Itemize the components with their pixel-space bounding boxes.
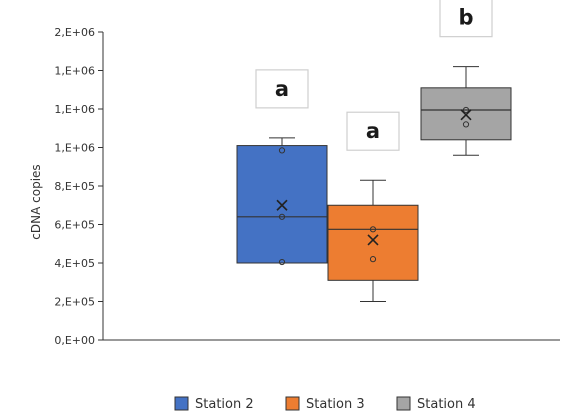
legend: Station 2 Station 3 Station 4 — [175, 397, 476, 412]
group-letter-text: b — [458, 6, 473, 30]
legend-label: Station 4 — [417, 397, 476, 412]
y-axis-label: cDNA copies — [29, 164, 43, 239]
y-tick-label: 1,E+06 — [54, 65, 95, 78]
box-body — [328, 205, 418, 280]
y-tick-label: 6,E+05 — [54, 219, 95, 232]
group-letter: a — [256, 70, 308, 108]
legend-swatch — [286, 397, 299, 410]
legend-item: Station 2 — [175, 397, 254, 412]
legend-label: Station 3 — [306, 397, 365, 412]
y-tick-label: 1,E+06 — [54, 142, 95, 155]
y-tick-label: 1,E+06 — [54, 103, 95, 116]
y-tick-label: 4,E+05 — [54, 257, 95, 270]
legend-item: Station 4 — [397, 397, 476, 412]
y-tick-label: 2,E+05 — [54, 296, 95, 309]
box-station-2 — [237, 138, 327, 265]
legend-swatch — [397, 397, 410, 410]
legend-label: Station 2 — [195, 397, 254, 412]
box-station-4 — [421, 67, 511, 156]
y-tick-label: 0,E+00 — [54, 334, 95, 347]
group-letter-text: a — [366, 119, 380, 143]
group-letter: a — [347, 112, 399, 150]
group-letter: b — [440, 0, 492, 37]
y-tick-label: 8,E+05 — [54, 180, 95, 193]
box-station-3 — [328, 180, 418, 301]
y-tick-label: 2,E+06 — [54, 26, 95, 39]
group-letter-text: a — [275, 77, 289, 101]
legend-item: Station 3 — [286, 397, 365, 412]
legend-swatch — [175, 397, 188, 410]
